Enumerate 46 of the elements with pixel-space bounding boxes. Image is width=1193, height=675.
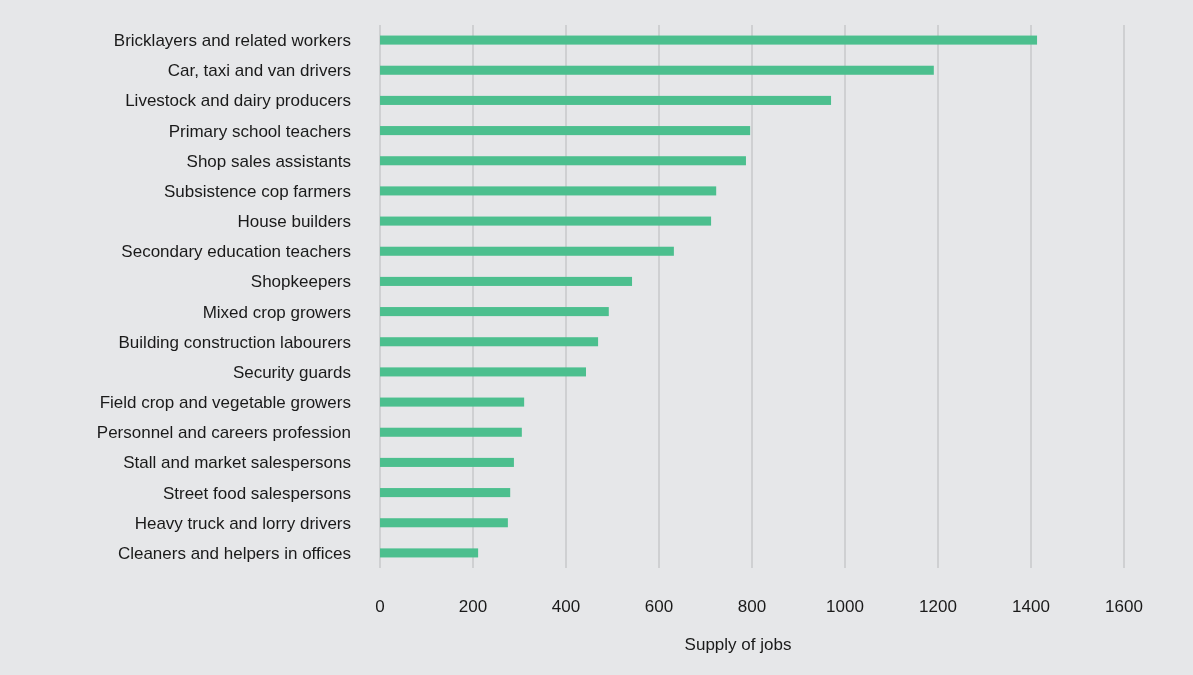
bar — [380, 186, 717, 196]
y-tick-label: Bricklayers and related workers — [113, 31, 351, 51]
y-tick-label: Livestock and dairy producers — [125, 91, 351, 111]
x-tick-label: 1600 — [1105, 597, 1143, 616]
x-axis-title: Supply of jobs — [684, 635, 792, 654]
bar — [380, 397, 525, 407]
y-tick-label: Car, taxi and van drivers — [167, 61, 351, 81]
x-tick-label: 400 — [551, 597, 581, 616]
y-tick-label: Primary school teachers — [168, 121, 351, 141]
x-tick-label: 1400 — [1012, 597, 1050, 616]
y-tick-label: Stall and market salespersons — [123, 453, 351, 473]
y-tick-label: Street food salespersons — [162, 483, 351, 503]
y-tick-label: Heavy truck and lorry drivers — [134, 513, 351, 533]
bar — [380, 367, 586, 377]
y-tick-label: Secondary education teachers — [121, 242, 351, 262]
x-tick-label: 1200 — [919, 597, 957, 616]
x-tick-label: 0 — [375, 597, 385, 616]
bar — [380, 65, 934, 75]
x-tick-label: 200 — [458, 597, 488, 616]
bar — [380, 126, 751, 136]
x-tick-label: 1000 — [826, 597, 864, 616]
bar — [380, 307, 609, 317]
y-tick-label: House builders — [237, 212, 351, 232]
x-tick-label: 800 — [737, 597, 767, 616]
y-tick-label: Personnel and careers profession — [96, 423, 351, 443]
bar — [380, 518, 508, 528]
y-tick-label: Field crop and vegetable growers — [99, 393, 351, 413]
y-tick-label: Shop sales assistants — [186, 151, 351, 171]
bar — [380, 488, 511, 498]
y-tick-label: Subsistence cop farmers — [163, 181, 351, 201]
bar — [380, 216, 712, 226]
bar — [380, 95, 832, 105]
y-tick-label: Security guards — [232, 362, 351, 382]
bar — [380, 276, 633, 286]
y-tick-label: Mixed crop growers — [202, 302, 351, 322]
bar — [380, 156, 746, 166]
y-tick-label: Shopkeepers — [250, 272, 351, 292]
bar — [380, 35, 1038, 45]
bar — [380, 548, 479, 558]
bar — [380, 246, 674, 256]
bar — [380, 427, 522, 437]
bar — [380, 457, 514, 467]
bar — [380, 337, 599, 347]
x-tick-label: 600 — [644, 597, 674, 616]
y-tick-label: Cleaners and helpers in offices — [117, 543, 351, 563]
y-tick-label: Building construction labourers — [118, 332, 351, 352]
